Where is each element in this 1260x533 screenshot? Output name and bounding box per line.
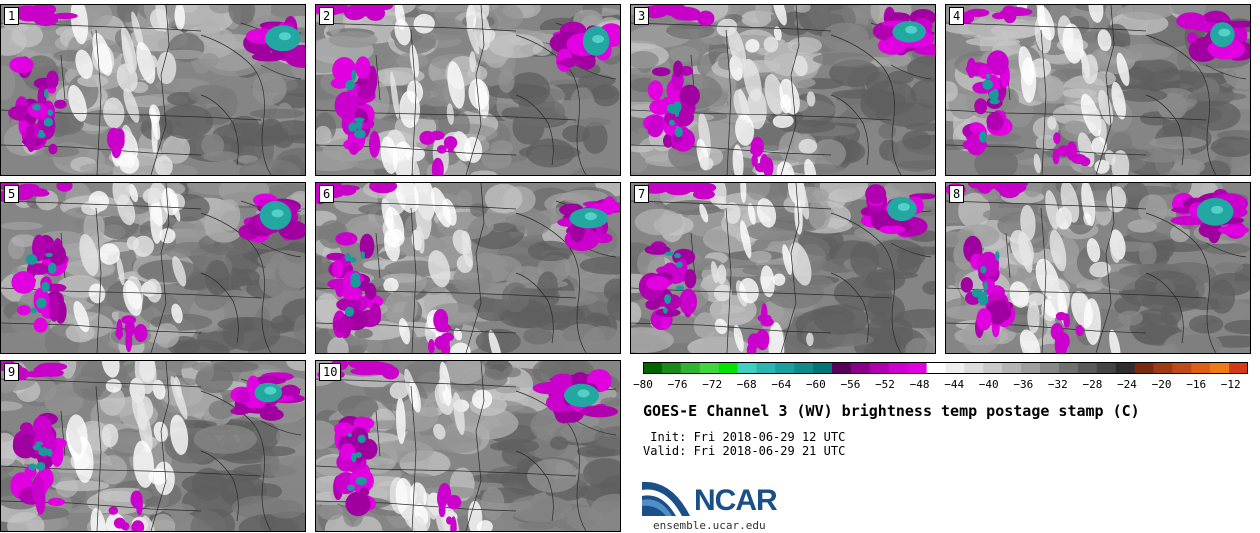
panel-number: 8: [949, 185, 965, 203]
postage-stamp-panel-2: 2: [315, 4, 621, 176]
figure-title: GOES-E Channel 3 (WV) brightness temp po…: [643, 402, 1140, 420]
colorbar-segment: [983, 362, 1003, 374]
map-image: [316, 183, 620, 353]
colorbar-segment: [699, 362, 720, 374]
colorbar-segment: [1210, 362, 1230, 374]
postage-stamp-panel-10: 10: [315, 360, 621, 532]
colorbar-tick-label: −20: [1151, 378, 1172, 391]
colorbar-segment: [832, 362, 852, 374]
colorbar-segment: [661, 362, 682, 374]
colorbar-segment: [718, 362, 739, 374]
valid-time: Valid: Fri 2018-06-29 21 UTC: [643, 444, 846, 458]
map-image: [631, 5, 935, 175]
panel-number: 3: [634, 7, 650, 25]
colorbar-tick-label: −40: [978, 378, 999, 391]
colorbar-tick-label: −36: [1013, 378, 1034, 391]
init-time: Init: Fri 2018-06-29 12 UTC: [643, 430, 846, 444]
panel-number: 4: [949, 7, 965, 25]
colorbar-segment: [964, 362, 984, 374]
colorbar-segment: [945, 362, 965, 374]
colorbar-segment: [794, 362, 814, 374]
colorbar-segment: [907, 362, 928, 374]
postage-stamp-panel-5: 5: [0, 182, 306, 354]
colorbar-tick-label: −32: [1047, 378, 1068, 391]
colorbar-segment: [1115, 362, 1136, 374]
postage-stamp-panel-1: 1: [0, 4, 306, 176]
colorbar-tick-label: −56: [840, 378, 861, 391]
colorbar-tick-label: −60: [805, 378, 826, 391]
postage-stamp-panel-3: 3: [630, 4, 936, 176]
map-image: [946, 5, 1250, 175]
panel-number: 7: [634, 185, 650, 203]
colorbar-tick-label: −24: [1117, 378, 1137, 391]
panel-number: 6: [319, 185, 335, 203]
colorbar-segment: [1040, 362, 1060, 374]
colorbar-tick-label: −16: [1186, 378, 1207, 391]
colorbar-segment: [756, 362, 776, 374]
colorbar-segment: [850, 362, 871, 374]
colorbar-segment: [1077, 362, 1098, 374]
colorbar-segment: [737, 362, 757, 374]
colorbar-tick-label: −76: [667, 378, 688, 391]
colorbar-segment: [1096, 362, 1117, 374]
colorbar-segment: [869, 362, 890, 374]
panel-number: 2: [319, 7, 335, 25]
colorbar: [643, 362, 1248, 374]
colorbar-tick-label: −12: [1220, 378, 1241, 391]
colorbar-tick-label: −68: [736, 378, 757, 391]
colorbar-segment: [1134, 362, 1154, 374]
colorbar-segment: [888, 362, 909, 374]
colorbar-tick-label: −44: [944, 378, 965, 391]
colorbar-tick-label: −72: [702, 378, 723, 391]
colorbar-segment: [775, 362, 795, 374]
colorbar-tick-label: −28: [1082, 378, 1103, 391]
colorbar-segment: [1229, 362, 1248, 374]
panel-number: 9: [4, 363, 20, 381]
colorbar-tick-label: −80: [633, 378, 653, 391]
postage-stamp-panel-9: 9: [0, 360, 306, 532]
colorbar-segment: [1172, 362, 1192, 374]
panel-number: 1: [4, 7, 20, 25]
panel-number: 10: [319, 363, 342, 381]
map-image: [1, 5, 305, 175]
colorbar-segment: [926, 362, 946, 374]
colorbar-segment: [1191, 362, 1211, 374]
website-url: ensemble.ucar.edu: [653, 519, 766, 532]
ncar-logo-text: NCAR: [694, 484, 778, 517]
ncar-logo: [642, 481, 690, 516]
colorbar-segment: [1153, 362, 1173, 374]
map-image: [946, 183, 1250, 353]
colorbar-segment: [643, 362, 663, 374]
colorbar-segment: [680, 362, 701, 374]
map-image: [1, 361, 305, 531]
map-image: [316, 5, 620, 175]
map-image: [1, 183, 305, 353]
colorbar-tick-label: −48: [909, 378, 930, 391]
colorbar-segment: [1058, 362, 1079, 374]
postage-stamp-panel-8: 8: [945, 182, 1251, 354]
colorbar-tick-label: −52: [875, 378, 895, 391]
postage-stamp-panel-6: 6: [315, 182, 621, 354]
colorbar-segment: [813, 362, 833, 374]
colorbar-segment: [1021, 362, 1041, 374]
map-image: [316, 361, 620, 531]
colorbar-segment: [1002, 362, 1022, 374]
postage-stamp-panel-4: 4: [945, 4, 1251, 176]
postage-stamp-panel-7: 7: [630, 182, 936, 354]
colorbar-tick-label: −64: [771, 378, 792, 391]
panel-number: 5: [4, 185, 20, 203]
colorbar-tick-labels: −80 −76 −72 −68 −64 −60 −56 −52 −48 −44 −40 −36 −32 −…: [633, 378, 1248, 392]
map-image: [631, 183, 935, 353]
